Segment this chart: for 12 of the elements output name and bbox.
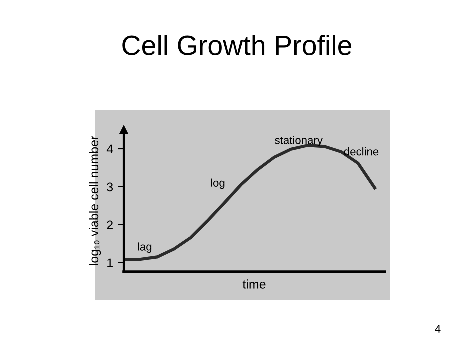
chart-title: Cell Growth Profile bbox=[122, 35, 352, 56]
annotation: lag bbox=[138, 242, 152, 254]
x-axis-title: time bbox=[242, 280, 266, 289]
annotation: decline bbox=[344, 148, 379, 156]
y-tick-label: 2 bbox=[107, 220, 113, 230]
y-tick-label: 1 bbox=[108, 258, 113, 268]
annotation: stationary bbox=[275, 136, 323, 147]
y-tick-label: 3 bbox=[107, 182, 114, 192]
annotation: log bbox=[211, 178, 225, 190]
text: 4 bbox=[435, 325, 441, 333]
y-axis-title: log₁₀ viable cell number bbox=[89, 136, 102, 266]
y-tick-label: 4 bbox=[106, 144, 114, 154]
